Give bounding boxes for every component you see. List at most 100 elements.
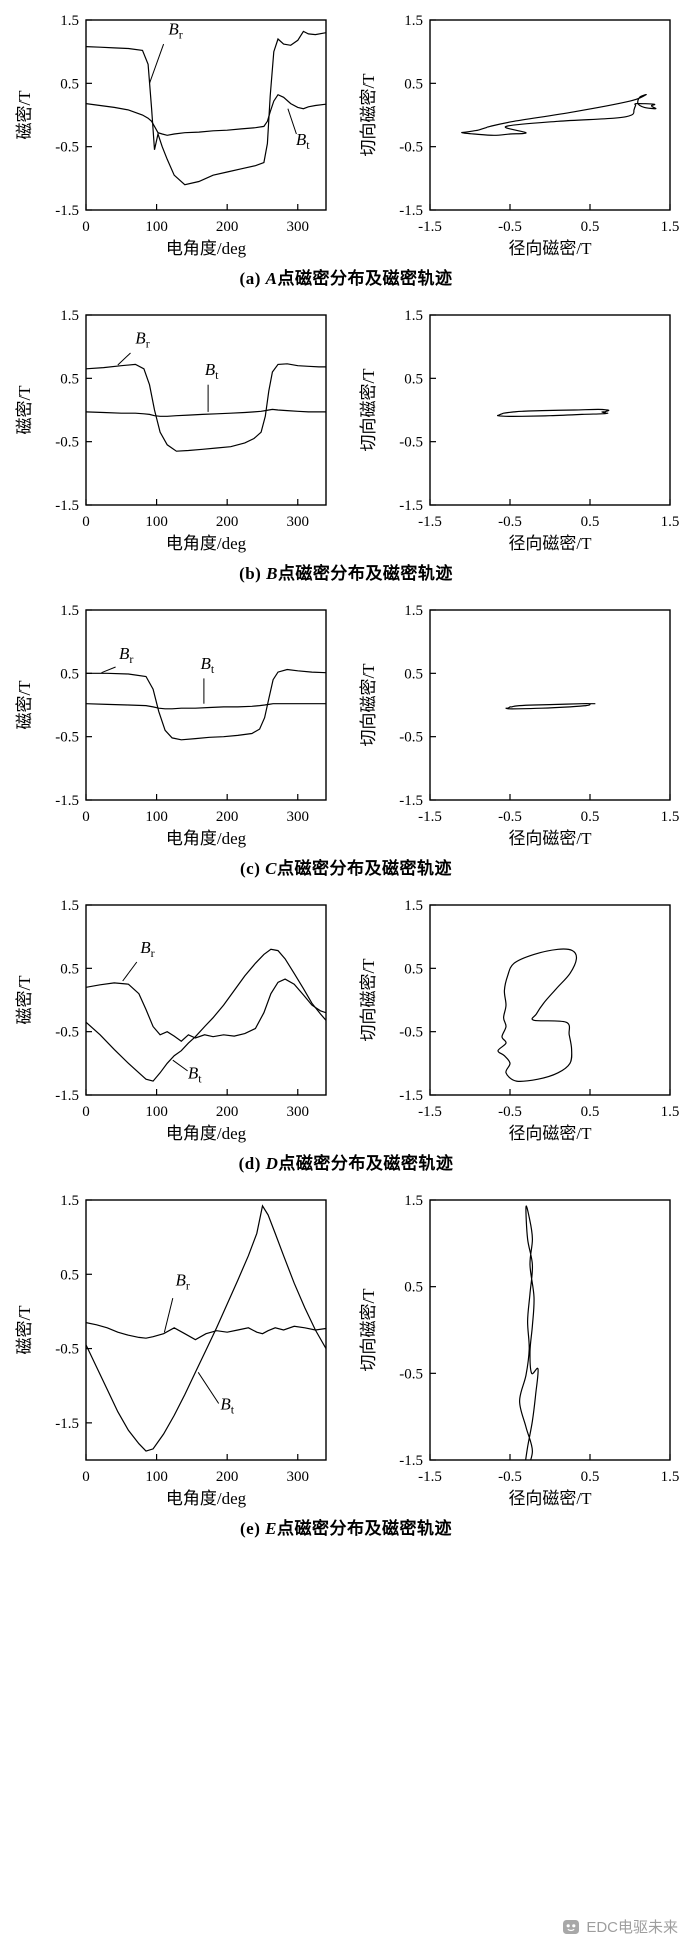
x-axis-label: 电角度/deg — [166, 239, 247, 258]
plot-frame — [85, 1199, 327, 1461]
y-tick-label: 1.5 — [60, 1193, 79, 1209]
curve-Br-b — [86, 363, 326, 452]
x-tick-label: 0.5 — [581, 219, 600, 235]
plot-frame — [85, 904, 327, 1096]
y-tick-label: -0.5 — [399, 140, 423, 156]
locus-loop-c — [505, 703, 596, 710]
wave-chart-d: 0 100 200 300 1.5 0.5 -0.5 -1.5 电角度/deg 磁密/T Br Bt — [15, 898, 327, 1143]
wave-chart-c: 0 100 200 300 1.5 0.5 -0.5 -1.5 电角度/deg 磁密/T Br Bt — [15, 603, 327, 848]
locus-chart-d: -1.5 -0.5 0.5 1.5 1.5 0.5 -0.5 -1.5 径向磁密/T 切向磁密/T — [359, 898, 680, 1143]
y-tick-label: -0.5 — [399, 1025, 423, 1041]
y-tick-label: 1.5 — [404, 1193, 423, 1209]
x-tick-label: -0.5 — [498, 1104, 522, 1120]
caption-point-letter: E — [265, 1519, 277, 1538]
plot-frame — [85, 19, 327, 211]
figure-caption-d: (d) D点磁密分布及磁密轨迹 — [0, 1149, 692, 1174]
y-axis-label: 切向磁密/T — [359, 73, 378, 157]
x-tick-label: -1.5 — [418, 514, 442, 530]
x-tick-label: -1.5 — [418, 1469, 442, 1485]
x-tick-label: 100 — [145, 1104, 168, 1120]
x-tick-label: 300 — [287, 1104, 310, 1120]
x-axis-label: 径向磁密/T — [508, 1124, 592, 1143]
x-tick-label: 200 — [216, 1469, 239, 1485]
y-tick-label: 0.5 — [60, 666, 79, 682]
x-tick-label: 0.5 — [581, 809, 600, 825]
curve-label-Br-e: Br — [176, 1270, 190, 1292]
caption-index: (b) — [239, 564, 267, 583]
y-tick-label: 1.5 — [404, 898, 423, 914]
y-tick-label: -1.5 — [55, 793, 79, 809]
figure-row-a: 0 100 200 300 1.5 0.5 -0.5 -1.5 电角度/deg 磁密/T Br Bt -… — [0, 8, 692, 262]
figure-d: 0 100 200 300 1.5 0.5 -0.5 -1.5 电角度/deg 磁密/T Br Bt -… — [0, 885, 692, 1180]
curve-label-Br-d: Br — [140, 938, 154, 960]
x-tick-label: -0.5 — [498, 809, 522, 825]
curve-Br-c — [86, 668, 326, 741]
y-axis-label: 磁密/T — [15, 975, 34, 1025]
caption-text: 点磁密分布及磁密轨迹 — [276, 1519, 452, 1538]
y-tick-label: 0.5 — [60, 1267, 79, 1283]
figure-e: 0 100 200 300 1.5 0.5 -0.5 -1.5 电角度/deg 磁密/T Br Bt -… — [0, 1180, 692, 1590]
x-tick-label: 100 — [145, 514, 168, 530]
x-axis-label: 电角度/deg — [166, 1489, 247, 1508]
caption-point-letter: A — [265, 269, 278, 288]
plot-frame — [429, 314, 671, 506]
y-axis-label: 切向磁密/T — [359, 1288, 378, 1372]
locus-loop-b — [496, 408, 610, 417]
y-tick-label: -0.5 — [55, 1342, 79, 1358]
y-tick-label: -0.5 — [55, 730, 79, 746]
curve-Bt-d — [86, 948, 326, 1082]
curve-Bt-b — [86, 408, 326, 417]
y-axis-label: 切向磁密/T — [359, 663, 378, 747]
y-tick-label: -1.5 — [399, 1453, 423, 1469]
figure-a: 0 100 200 300 1.5 0.5 -0.5 -1.5 电角度/deg 磁密/T Br Bt -… — [0, 0, 692, 295]
caption-point-letter: D — [265, 1154, 279, 1173]
x-axis-label: 径向磁密/T — [508, 534, 592, 553]
x-tick-label: 300 — [287, 514, 310, 530]
y-tick-label: 0.5 — [60, 76, 79, 92]
watermark-text: EDC电驱未来 — [586, 1919, 678, 1936]
curve-Br-a — [86, 30, 326, 186]
x-tick-label: 0.5 — [581, 514, 600, 530]
y-tick-label: -1.5 — [399, 1088, 423, 1104]
x-tick-label: 0 — [82, 1104, 90, 1120]
wave-chart-e: 0 100 200 300 1.5 0.5 -0.5 -1.5 电角度/deg 磁密/T Br Bt — [15, 1193, 327, 1508]
y-tick-label: 0.5 — [404, 1280, 423, 1296]
y-axis-label: 磁密/T — [15, 680, 34, 730]
y-tick-label: 1.5 — [60, 308, 79, 324]
x-tick-label: -0.5 — [498, 1469, 522, 1485]
x-tick-label: 100 — [145, 219, 168, 235]
curve-Bt-a — [86, 93, 326, 136]
figure-caption-e: (e) E点磁密分布及磁密轨迹 — [0, 1514, 692, 1539]
curve-label-Bt-c: Bt — [201, 654, 215, 676]
x-tick-label: 100 — [145, 809, 168, 825]
y-tick-label: 1.5 — [60, 603, 79, 619]
locus-chart-c: -1.5 -0.5 0.5 1.5 1.5 0.5 -0.5 -1.5 径向磁密/T 切向磁密/T — [359, 603, 680, 848]
curve-label-Bt-e: Bt — [220, 1395, 234, 1417]
x-axis-label: 电角度/deg — [166, 534, 247, 553]
plot-frame — [429, 609, 671, 801]
x-tick-label: 1.5 — [661, 809, 680, 825]
x-tick-label: 1.5 — [661, 1104, 680, 1120]
figure-caption-b: (b) B点磁密分布及磁密轨迹 — [0, 559, 692, 584]
locus-chart-a: -1.5 -0.5 0.5 1.5 1.5 0.5 -0.5 -1.5 径向磁密/T 切向磁密/T — [359, 13, 679, 258]
curve-Bt-c — [86, 703, 326, 710]
x-tick-label: 300 — [287, 1469, 310, 1485]
caption-text: 点磁密分布及磁密轨迹 — [277, 269, 453, 288]
wave-chart-b: 0 100 200 300 1.5 0.5 -0.5 -1.5 电角度/deg 磁密/T Br Bt — [15, 308, 327, 553]
y-axis-label: 磁密/T — [15, 1305, 34, 1355]
y-tick-label: 0.5 — [60, 961, 79, 977]
curve-label-Br-c: Br — [119, 644, 133, 666]
y-tick-label: 0.5 — [60, 371, 79, 387]
y-tick-label: -1.5 — [55, 203, 79, 219]
y-tick-label: -1.5 — [399, 793, 423, 809]
x-axis-label: 径向磁密/T — [508, 1489, 592, 1508]
figures-container: 0 100 200 300 1.5 0.5 -0.5 -1.5 电角度/deg 磁密/T Br Bt -… — [0, 0, 692, 1590]
footer: EDC电驱未来 — [0, 1590, 692, 1953]
watermark: EDC电驱未来 — [562, 1916, 678, 1937]
x-tick-label: 1.5 — [661, 1469, 680, 1485]
y-tick-label: 1.5 — [404, 308, 423, 324]
x-tick-label: 0 — [82, 1469, 90, 1485]
caption-index: (d) — [238, 1154, 266, 1173]
x-tick-label: 1.5 — [661, 514, 680, 530]
